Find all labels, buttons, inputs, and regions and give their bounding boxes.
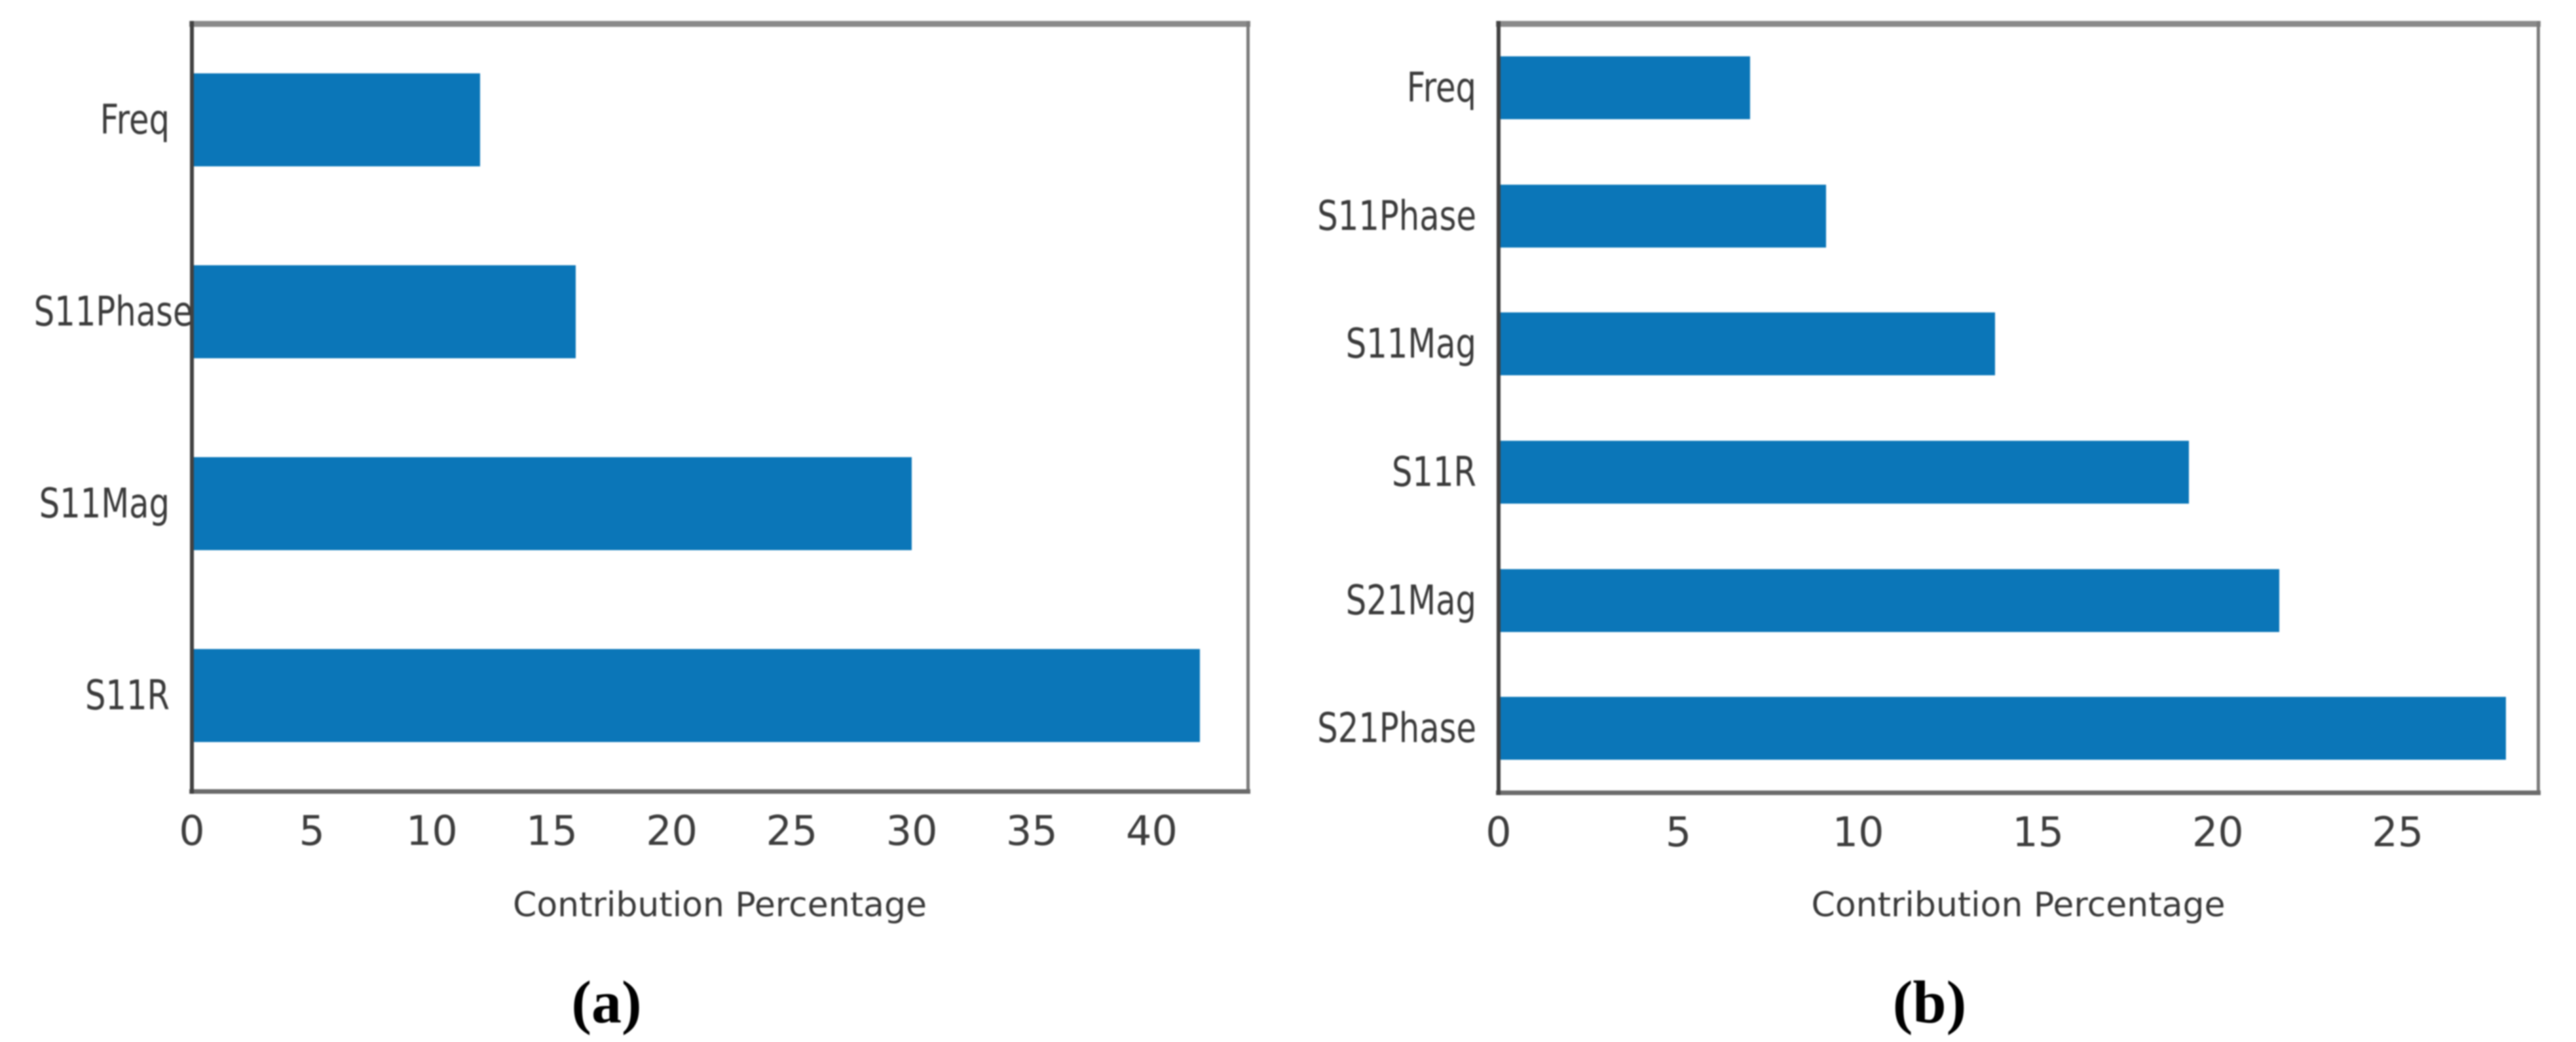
x-tick-label-20: 20 xyxy=(646,807,698,855)
axis-spine-top xyxy=(1496,21,2541,27)
x-tick-label-40: 40 xyxy=(1126,807,1178,855)
category-label-s21phase: S21Phase xyxy=(1317,704,1476,753)
axis-spine-left xyxy=(190,21,194,794)
plot-area-b xyxy=(1499,24,2538,792)
x-tick-label-20: 20 xyxy=(2192,808,2244,856)
axis-spine-right xyxy=(2537,21,2540,795)
axis-spine-left xyxy=(1497,21,1501,795)
x-tick-label-15: 15 xyxy=(526,807,578,855)
x-tick-label-25: 25 xyxy=(2372,808,2424,856)
axis-spine-bottom xyxy=(189,789,1250,794)
subfigure-caption-b: (b) xyxy=(1892,969,1967,1035)
x-tick-label-25: 25 xyxy=(766,807,818,855)
x-tick-label-0: 0 xyxy=(1485,808,1512,856)
category-label-s11r: S11R xyxy=(1391,447,1476,496)
x-axis-label-b: Contribution Percentage xyxy=(1811,885,2226,925)
bar-s11phase xyxy=(1499,184,1826,248)
axis-spine-bottom xyxy=(1496,791,2541,795)
x-tick-label-30: 30 xyxy=(886,807,938,855)
category-label-freq: Freq xyxy=(100,95,170,143)
bar-s21mag xyxy=(1499,568,2279,632)
category-label-s11r: S11R xyxy=(84,671,170,719)
category-label-s11phase: S11Phase xyxy=(33,287,193,335)
bar-freq xyxy=(192,73,480,166)
bar-s11mag xyxy=(1499,312,1995,376)
category-label-s11mag: S11Mag xyxy=(1345,320,1476,368)
category-label-s11phase: S11Phase xyxy=(1317,191,1476,240)
bar-s11phase xyxy=(192,265,576,358)
bar-s11r xyxy=(192,648,1200,742)
x-tick-label-0: 0 xyxy=(179,807,205,855)
x-tick-label-5: 5 xyxy=(1665,808,1692,856)
category-label-freq: Freq xyxy=(1406,63,1476,111)
x-tick-label-10: 10 xyxy=(1832,808,1884,856)
x-tick-label-5: 5 xyxy=(299,807,325,855)
x-tick-label-15: 15 xyxy=(2012,808,2064,856)
x-axis-label-a: Contribution Percentage xyxy=(513,885,927,925)
x-tick-label-35: 35 xyxy=(1005,807,1058,855)
axis-spine-right xyxy=(1246,21,1250,794)
x-tick-label-10: 10 xyxy=(405,807,458,855)
axis-spine-top xyxy=(189,21,1250,27)
bar-s21phase xyxy=(1499,697,2506,760)
bar-s11r xyxy=(1499,440,2190,504)
bar-s11mag xyxy=(192,456,912,550)
subfigure-caption-a: (a) xyxy=(571,969,642,1035)
bar-freq xyxy=(1499,56,1751,119)
category-label-s21mag: S21Mag xyxy=(1345,576,1476,624)
category-label-s11mag: S11Mag xyxy=(39,479,170,527)
